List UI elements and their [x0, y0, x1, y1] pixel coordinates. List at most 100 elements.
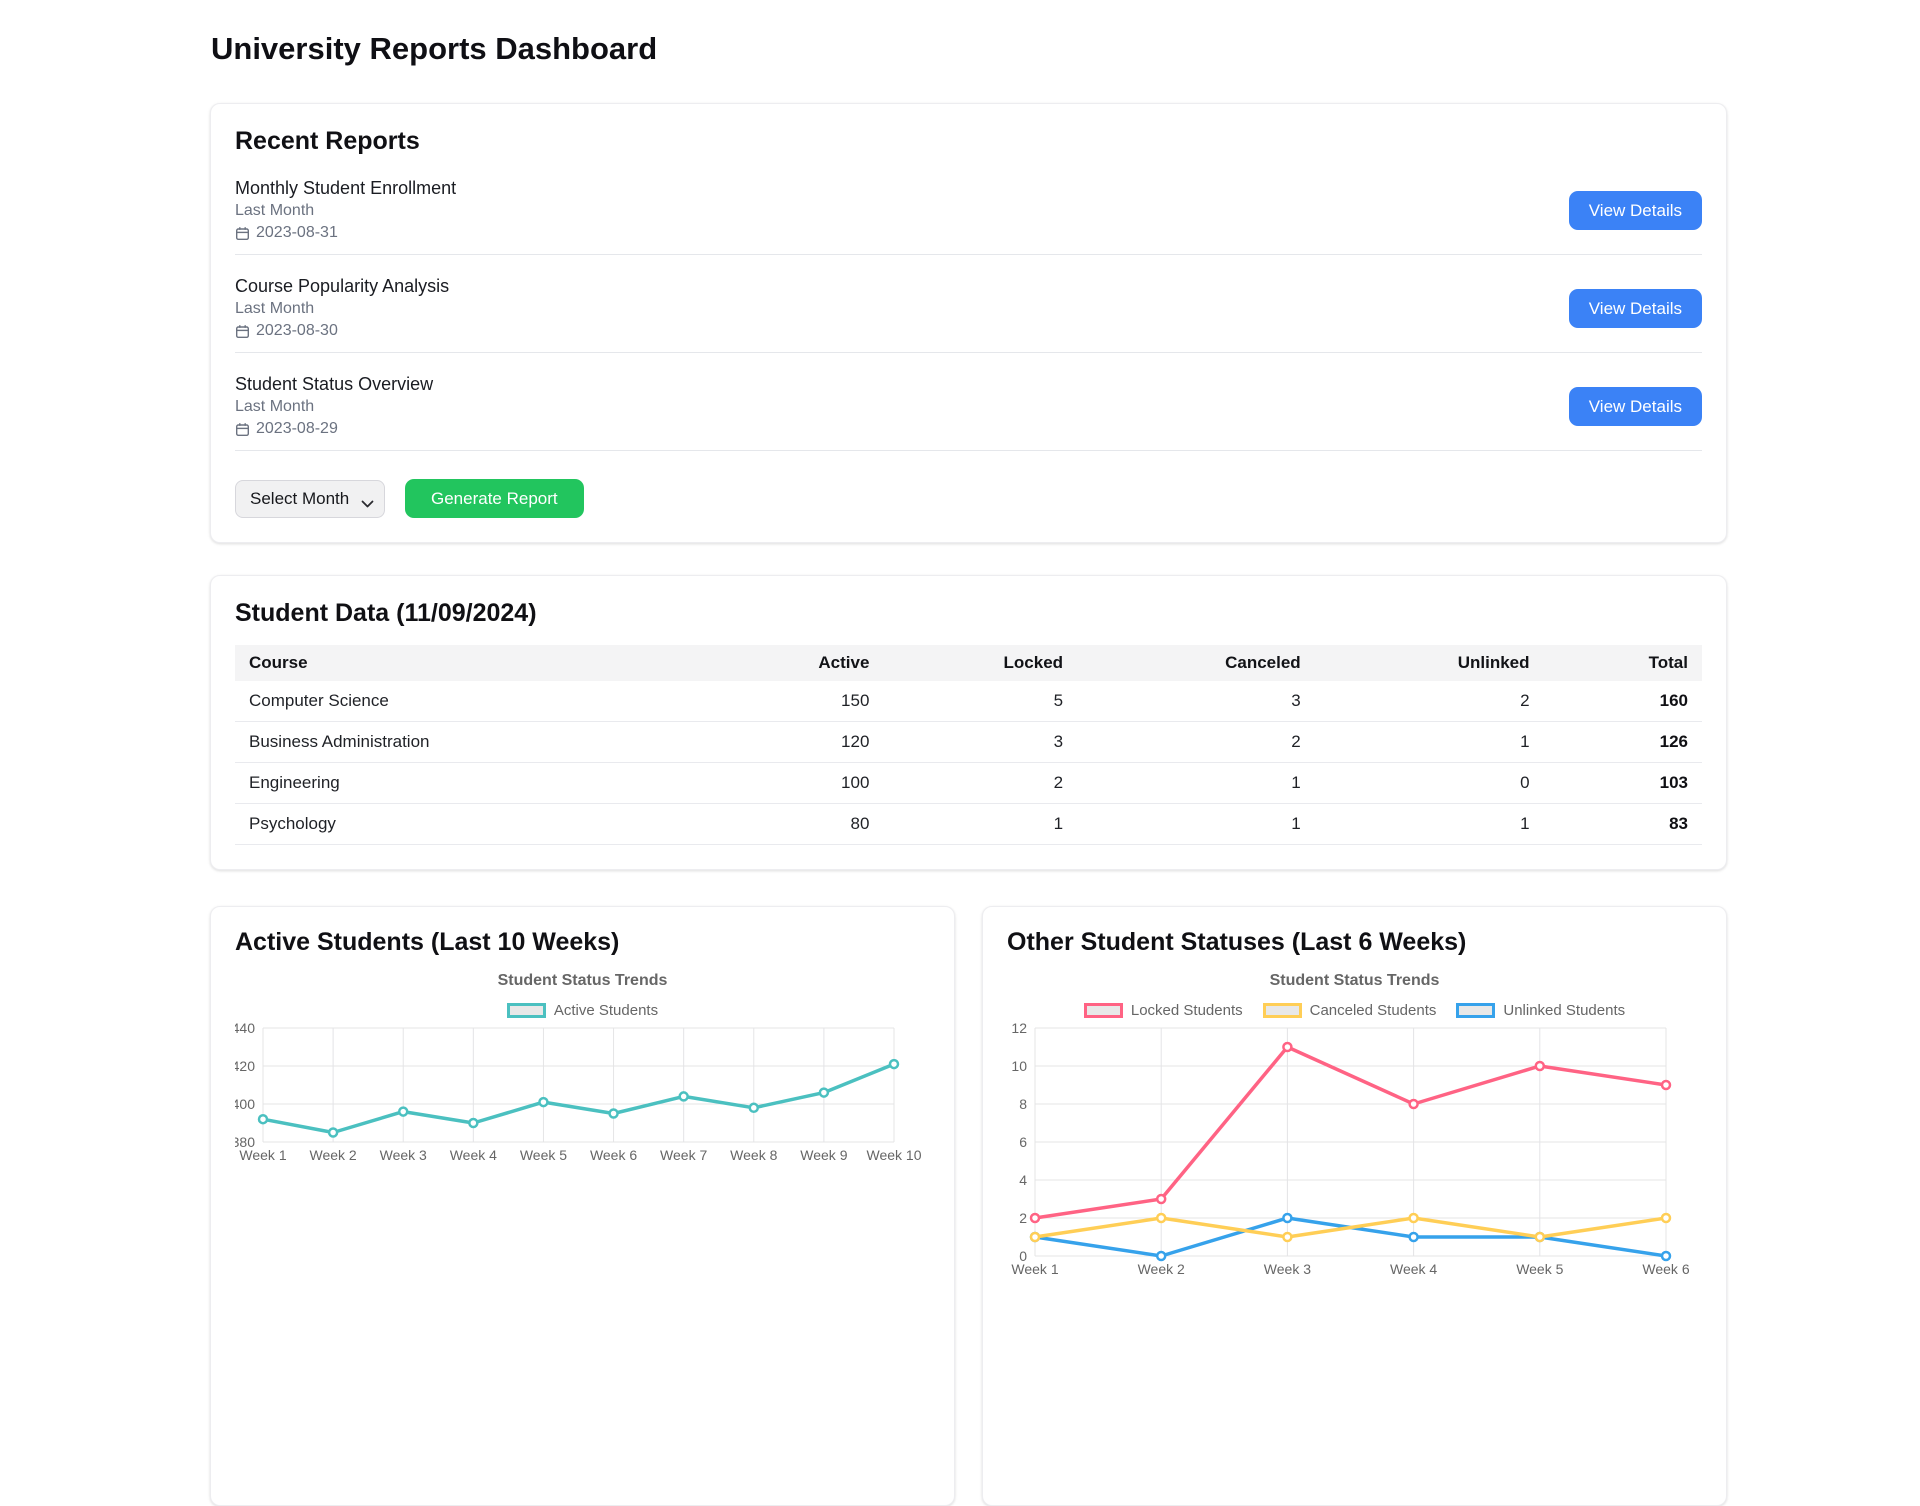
column-header-unlinked: Unlinked [1314, 645, 1544, 681]
svg-text:Week 4: Week 4 [1390, 1261, 1437, 1277]
cell-total: 160 [1543, 681, 1702, 722]
view-details-button[interactable]: View Details [1568, 191, 1702, 230]
report-controls: Select Month Generate Report [235, 479, 1702, 518]
report-date-row: 2023-08-30 [235, 320, 449, 342]
chart-title: Student Status Trends [497, 972, 668, 989]
data-point [1534, 1060, 1546, 1072]
svg-text:Week 10: Week 10 [867, 1147, 922, 1163]
report-list-item: Course Popularity Analysis Last Month 20… [235, 255, 1702, 353]
svg-text:Week 2: Week 2 [1138, 1261, 1185, 1277]
data-point [1155, 1212, 1167, 1224]
table-row: Engineering 100 2 1 0 103 [235, 762, 1702, 804]
report-date-row: 2023-08-31 [235, 222, 456, 244]
legend-swatch [1083, 1002, 1123, 1018]
cell-canceled: 1 [1077, 803, 1315, 845]
svg-text:10: 10 [1011, 1058, 1027, 1074]
report-title: Monthly Student Enrollment [235, 178, 457, 198]
cell-course: Business Administration [235, 721, 705, 763]
calendar-icon [235, 324, 250, 339]
svg-text:Week 3: Week 3 [380, 1147, 427, 1163]
cell-total: 126 [1543, 721, 1702, 763]
report-date: 2023-08-29 [256, 420, 338, 437]
view-details-button[interactable]: View Details [1568, 387, 1702, 426]
cell-course: Computer Science [235, 681, 705, 722]
data-point [818, 1087, 830, 1098]
svg-text:Week 9: Week 9 [800, 1147, 847, 1163]
chart-legend: Locked Students Canceled Students Unlinked… [1007, 1002, 1702, 1019]
series-line-canceled-students [1033, 1216, 1668, 1239]
report-date: 2023-08-31 [256, 224, 338, 241]
data-point [748, 1102, 760, 1114]
data-point [608, 1108, 619, 1119]
data-point [1408, 1098, 1419, 1110]
report-period: Last Month [235, 202, 315, 219]
data-point [1029, 1231, 1041, 1243]
other-statuses-chart: Student Status Trends Locked Students Can… [1007, 972, 1702, 1320]
data-point [1660, 1212, 1672, 1224]
cell-total: 83 [1543, 803, 1702, 845]
cell-canceled: 2 [1077, 721, 1315, 763]
svg-text:Week 3: Week 3 [1264, 1261, 1311, 1277]
svg-text:12: 12 [1011, 1020, 1027, 1036]
data-point [538, 1096, 549, 1108]
month-select-wrap: Select Month [235, 479, 385, 518]
svg-text:6: 6 [1019, 1134, 1027, 1150]
svg-text:8: 8 [1019, 1096, 1027, 1112]
legend-item-active-students[interactable]: Active Students [506, 1002, 658, 1019]
data-point [1660, 1079, 1672, 1091]
cell-locked: 3 [883, 721, 1078, 763]
column-header-course: Course [235, 645, 705, 681]
active-students-chart-card: Active Students (Last 10 Weeks) Student … [210, 906, 955, 1506]
data-point [888, 1058, 900, 1070]
report-info: Monthly Student Enrollment Last Month 20… [235, 177, 456, 244]
calendar-icon [235, 226, 250, 241]
svg-text:2: 2 [1019, 1210, 1027, 1226]
chart-card-heading: Active Students (Last 10 Weeks) [235, 928, 620, 956]
report-list-item: Monthly Student Enrollment Last Month 20… [235, 157, 1702, 255]
recent-reports-card: Recent Reports Monthly Student Enrollmen… [210, 103, 1727, 543]
svg-text:Week 2: Week 2 [310, 1147, 357, 1163]
column-header-locked: Locked [883, 645, 1078, 681]
data-point [1408, 1231, 1419, 1243]
series-line-locked-students [1033, 1045, 1668, 1220]
svg-text:Week 6: Week 6 [1642, 1261, 1689, 1277]
cell-canceled: 1 [1077, 762, 1315, 804]
legend-item-unlinked-students[interactable]: Unlinked Students [1456, 1002, 1625, 1019]
cell-unlinked: 1 [1314, 803, 1544, 845]
student-data-heading: Student Data (11/09/2024) [235, 599, 537, 627]
legend-item-locked-students[interactable]: Locked Students [1083, 1002, 1243, 1019]
data-point [1408, 1212, 1419, 1224]
cell-locked: 5 [883, 681, 1078, 722]
svg-text:420: 420 [235, 1058, 255, 1074]
cell-locked: 2 [883, 762, 1078, 804]
svg-text:Week 4: Week 4 [450, 1147, 497, 1163]
month-select[interactable]: Select Month [235, 479, 385, 518]
legend-swatch [1262, 1002, 1302, 1018]
chart-card-heading: Other Student Statuses (Last 6 Weeks) [1007, 928, 1467, 956]
generate-report-button[interactable]: Generate Report [405, 479, 584, 518]
report-title: Course Popularity Analysis [235, 276, 450, 296]
report-period: Last Month [235, 398, 315, 415]
cell-unlinked: 2 [1314, 681, 1544, 722]
chart-title: Student Status Trends [1269, 972, 1440, 989]
cell-total: 103 [1543, 762, 1702, 804]
data-point [397, 1106, 409, 1117]
report-date-row: 2023-08-29 [235, 418, 433, 440]
data-point [1282, 1212, 1293, 1224]
chart-legend: Active Students [235, 1002, 930, 1019]
svg-text:4: 4 [1019, 1172, 1027, 1188]
column-header-active: Active [704, 645, 884, 681]
recent-reports-heading: Recent Reports [235, 127, 420, 155]
cell-course: Psychology [235, 803, 705, 845]
cell-course: Engineering [235, 762, 705, 804]
data-point [1155, 1193, 1167, 1205]
report-title: Student Status Overview [235, 374, 434, 394]
data-point [468, 1117, 479, 1129]
legend-swatch [506, 1002, 546, 1018]
view-details-button[interactable]: View Details [1568, 289, 1702, 328]
legend-item-canceled-students[interactable]: Canceled Students [1262, 1002, 1436, 1019]
data-point [257, 1113, 269, 1125]
table-row: Psychology 80 1 1 1 83 [235, 803, 1702, 845]
